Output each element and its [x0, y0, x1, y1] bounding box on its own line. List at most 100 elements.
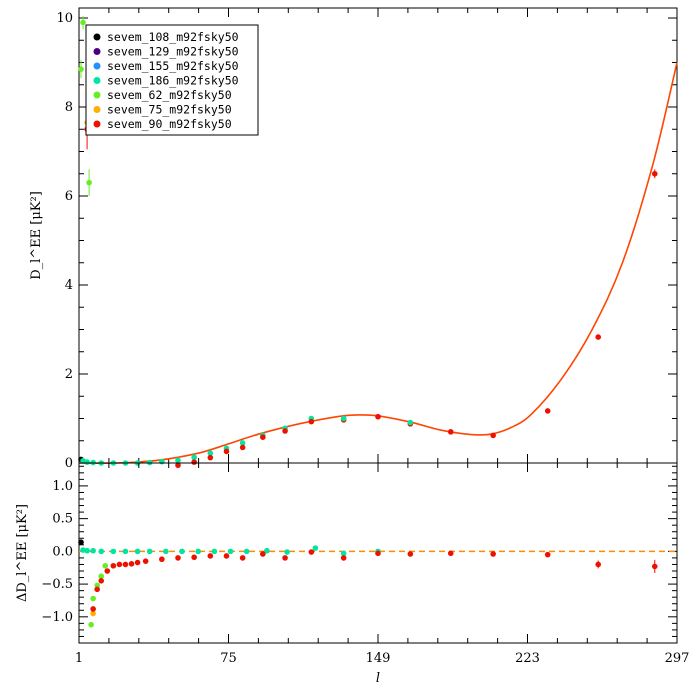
y-tick-label: 0.0 — [52, 544, 73, 559]
axis-labels: l D_l^EE [μK²] ΔD_l^EE [μK²] — [15, 191, 380, 686]
data-point — [84, 547, 90, 554]
data-point — [260, 434, 266, 440]
data-point — [308, 418, 315, 425]
legend-marker — [93, 106, 101, 113]
data-point — [175, 555, 181, 561]
x-tick-label: 149 — [366, 651, 391, 666]
x-axis-label: l — [376, 671, 380, 686]
y-tick-label: 2 — [65, 367, 73, 382]
x-tick-label: 1 — [75, 651, 83, 666]
data-point — [128, 561, 135, 567]
data-point — [447, 429, 454, 435]
data-point — [239, 555, 246, 561]
data-point — [227, 548, 234, 555]
data-point — [375, 413, 381, 420]
data-point — [490, 432, 496, 439]
data-point — [407, 551, 414, 557]
legend: sevem_108_m92fsky50sevem_129_m92fsky50se… — [85, 24, 259, 136]
data-point — [175, 457, 181, 464]
legend-entry: sevem_90_m92fsky50 — [107, 117, 232, 131]
data-point — [90, 606, 96, 612]
data-point — [544, 551, 551, 558]
legend-marker — [93, 91, 101, 99]
data-point — [102, 562, 109, 569]
y-tick-label: 1.0 — [52, 479, 73, 494]
data-point — [159, 556, 165, 563]
data-point — [86, 179, 92, 186]
data-point — [134, 559, 141, 566]
data-point — [407, 419, 414, 426]
model-curve — [78, 62, 678, 464]
data-point — [110, 562, 117, 569]
data-point — [122, 548, 129, 555]
data-point — [308, 549, 315, 555]
data-point — [312, 545, 319, 551]
legend-entry: sevem_129_m92fsky50 — [107, 45, 239, 59]
data-point — [78, 66, 84, 72]
data-point — [84, 459, 90, 465]
data-point — [544, 408, 551, 414]
x-tick-label: 297 — [665, 651, 690, 666]
data-point — [88, 621, 94, 628]
data-point — [239, 440, 246, 446]
data-point — [282, 428, 288, 434]
data-point — [239, 444, 246, 451]
legend-entry: sevem_155_m92fsky50 — [107, 59, 239, 73]
data-point — [191, 454, 197, 461]
bottom-panel: 1 75 149 223 297 −1.0 −0.5 0.0 0.5 1.0 — [41, 462, 690, 666]
data-point — [264, 547, 270, 554]
legend-marker — [93, 48, 101, 55]
data-point — [90, 547, 96, 554]
legend-box — [85, 24, 259, 136]
data-point — [490, 551, 496, 557]
data-point — [595, 561, 602, 568]
data-point — [260, 551, 266, 557]
data-point — [195, 548, 201, 555]
legend-marker — [93, 77, 101, 84]
data-point — [116, 561, 123, 568]
data-point — [340, 555, 347, 561]
data-point — [595, 334, 602, 340]
y-tick-label: 0.5 — [52, 512, 73, 527]
data-point — [375, 550, 381, 557]
data-point — [90, 610, 96, 617]
data-point — [98, 573, 105, 580]
data-point — [122, 561, 129, 568]
legend-marker — [93, 33, 101, 41]
legend-marker — [93, 120, 101, 128]
data-point — [223, 553, 230, 559]
data-point — [340, 415, 347, 422]
data-point — [284, 549, 290, 555]
legend-marker — [93, 62, 101, 70]
x-tick-label: 75 — [220, 651, 237, 666]
data-point — [175, 462, 181, 469]
data-point — [179, 548, 185, 555]
data-point — [447, 550, 454, 557]
data-point — [94, 582, 100, 589]
y-tick-label: −0.5 — [41, 577, 73, 592]
data-point — [163, 548, 169, 555]
data-point — [223, 448, 230, 455]
data-point — [98, 578, 105, 584]
data-point — [78, 539, 84, 545]
data-point — [146, 548, 153, 555]
data-point — [80, 19, 86, 26]
top-y-axis-label: D_l^EE [μK²] — [29, 191, 44, 280]
x-tick-label: 223 — [515, 651, 540, 666]
data-point — [98, 548, 105, 555]
y-tick-label: 10 — [56, 11, 73, 26]
data-point — [159, 458, 165, 465]
y-tick-label: 4 — [65, 278, 73, 293]
data-point — [243, 548, 250, 555]
y-tick-label: 6 — [65, 189, 73, 204]
legend-entry: sevem_186_m92fsky50 — [107, 74, 239, 88]
data-point — [104, 568, 111, 574]
y-tick-label: 0 — [65, 456, 73, 471]
y-tick-label: −1.0 — [41, 610, 73, 625]
data-point — [282, 555, 288, 561]
data-point — [207, 450, 214, 457]
data-point — [191, 459, 197, 465]
data-point — [142, 558, 149, 564]
data-point — [94, 586, 100, 593]
